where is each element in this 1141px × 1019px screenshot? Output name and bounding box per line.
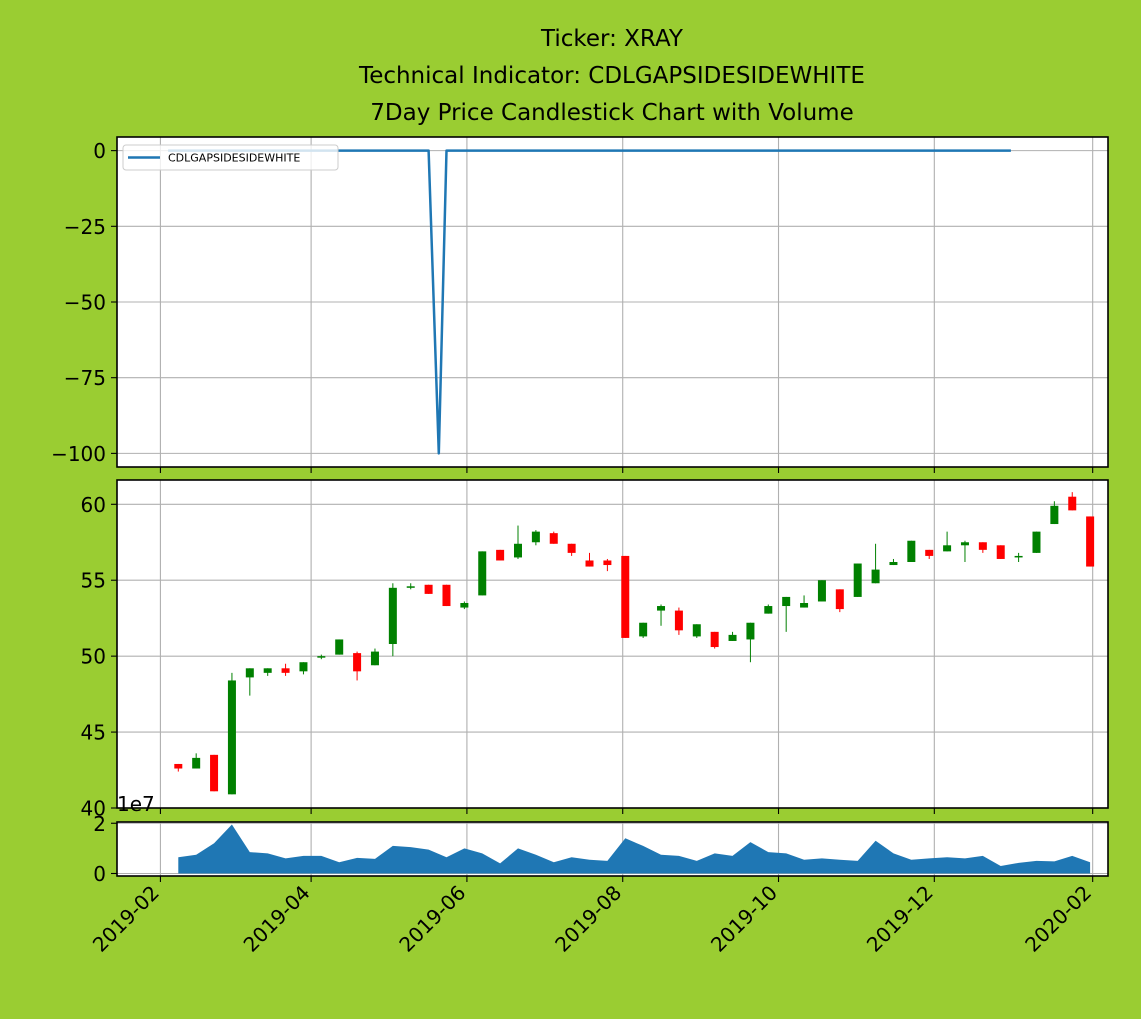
candle-body-45 — [978, 542, 987, 550]
candle-body-19 — [513, 543, 522, 558]
indicator-series-line — [168, 149, 1011, 455]
candle-body-22 — [567, 543, 576, 553]
candle-body-24 — [603, 560, 612, 566]
indicator-legend: CDLGAPSIDESIDEWHITE — [122, 144, 339, 171]
candle-body-31 — [728, 634, 737, 641]
candle-body-3 — [227, 680, 236, 795]
candle-body-11 — [370, 651, 379, 666]
candle-body-27 — [657, 606, 666, 611]
indicator-ytick-label-4: −100 — [51, 442, 106, 466]
price-ytick-label-3: 55 — [81, 569, 106, 593]
candle-body-2 — [210, 754, 219, 792]
candle-body-48 — [1032, 531, 1041, 553]
price-frame — [116, 479, 1109, 809]
xtick-label-2: 2019-06 — [394, 881, 470, 957]
xtick-label-3: 2019-08 — [550, 881, 626, 957]
price-ytick-label-4: 60 — [81, 493, 106, 517]
candle-body-42 — [925, 549, 934, 556]
candle-body-40 — [889, 562, 898, 566]
xtick-label-1: 2019-04 — [239, 881, 315, 957]
xtick-label-4: 2019-10 — [706, 881, 782, 957]
candle-body-23 — [585, 560, 594, 567]
candle-body-33 — [764, 606, 773, 614]
candle-body-21 — [549, 533, 558, 544]
candle-body-10 — [353, 653, 362, 672]
indicator-frame — [116, 136, 1109, 468]
candle-body-20 — [531, 531, 540, 543]
candle-body-47 — [1014, 555, 1023, 558]
candle-body-51 — [1086, 516, 1095, 567]
price-plot-area — [117, 480, 1108, 808]
candle-body-46 — [996, 545, 1005, 559]
candle-body-32 — [746, 622, 755, 640]
legend-frame — [122, 144, 339, 171]
candle-body-35 — [800, 603, 809, 608]
candle-body-28 — [674, 610, 683, 631]
chart-title-line-2: Technical Indicator: CDLGAPSIDESIDEWHITE — [358, 63, 865, 89]
candle-body-8 — [317, 656, 326, 658]
volume-ytick-label-1: 2 — [93, 812, 106, 836]
indicator-panel: 0 −25 −50 −75 −100 — [51, 136, 1109, 473]
candle-body-34 — [782, 596, 791, 607]
candle-body-37 — [835, 589, 844, 610]
indicator-ytick-label-0: 0 — [93, 139, 106, 163]
candle-body-38 — [853, 563, 862, 597]
price-ytick-label-2: 50 — [81, 645, 106, 669]
candle-body-9 — [335, 639, 344, 655]
price-ytick-label-1: 45 — [81, 721, 106, 745]
volume-panel: 0 2 2019-02 2019-04 2019-06 2019-08 2019-10 201… — [88, 812, 1109, 957]
indicator-ytick-label-3: −75 — [64, 366, 106, 390]
candle-body-41 — [907, 540, 916, 562]
candle-body-26 — [639, 622, 648, 637]
candle-body-14 — [424, 584, 433, 594]
volume-area — [178, 824, 1091, 874]
legend-label: CDLGAPSIDESIDEWHITE — [168, 152, 300, 165]
candle-body-50 — [1068, 496, 1077, 511]
indicator-ytick-label-2: −50 — [64, 291, 106, 315]
candle-body-4 — [245, 668, 254, 678]
candle-body-39 — [871, 569, 880, 584]
candle-body-1 — [192, 757, 201, 769]
candle-body-36 — [817, 580, 826, 602]
volume-frame — [116, 821, 1109, 877]
candle-body-44 — [960, 542, 969, 546]
candle-body-16 — [460, 603, 469, 608]
volume-offset-label: 1e7 — [117, 792, 155, 816]
volume-ytick-label-0: 0 — [93, 862, 106, 886]
candle-body-5 — [263, 668, 272, 673]
xtick-label-5: 2019-12 — [862, 881, 938, 957]
candle-body-0 — [174, 763, 183, 769]
candle-body-15 — [442, 584, 451, 607]
candle-body-7 — [299, 662, 308, 672]
price-ytick-label-0: 40 — [81, 797, 106, 821]
candle-body-13 — [406, 586, 415, 588]
candle-body-29 — [692, 624, 701, 637]
candle-body-12 — [388, 587, 397, 644]
indicator-ytick-label-1: −25 — [64, 215, 106, 239]
candle-body-18 — [496, 549, 505, 561]
candle-body-43 — [943, 545, 952, 552]
candle-body-17 — [478, 551, 487, 596]
candle-body-6 — [281, 668, 290, 673]
xtick-label-0: 2019-02 — [88, 881, 164, 957]
candle-body-25 — [621, 555, 630, 638]
chart-title-line-3: 7Day Price Candlestick Chart with Volume — [370, 100, 853, 126]
price-panel: 40 45 50 55 60 — [81, 479, 1109, 821]
candle-body-30 — [710, 631, 719, 648]
candle-body-49 — [1050, 505, 1059, 525]
xtick-label-6: 2020-02 — [1020, 881, 1096, 957]
chart-title-line-1: Ticker: XRAY — [540, 26, 684, 52]
